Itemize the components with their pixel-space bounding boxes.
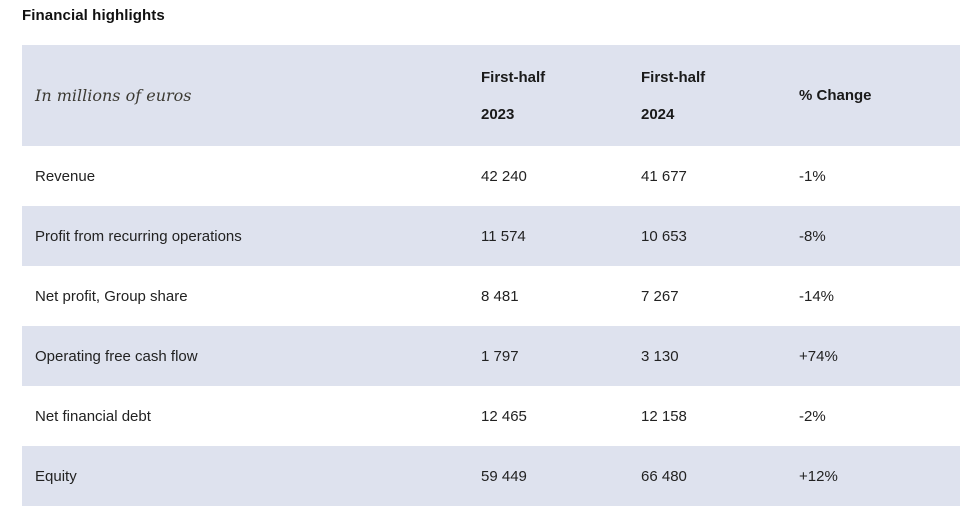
cell-fh2024: 7 267: [641, 287, 679, 305]
table-row-equity: Equity 59 449 66 480 +12%: [22, 446, 960, 506]
header-first-half-2023-line2: 2023: [481, 105, 515, 123]
cell-change: -8%: [799, 227, 826, 245]
cell-fh2024: 10 653: [641, 227, 687, 245]
cell-change: -2%: [799, 407, 826, 425]
cell-change: -1%: [799, 167, 826, 185]
page-title: Financial highlights: [22, 7, 165, 24]
header-cell-first-half-2024: First-half 2024: [628, 45, 786, 146]
financial-highlights-table: In millions of euros First-half 2023 Fir…: [22, 45, 960, 506]
row-label: Revenue: [35, 167, 96, 185]
row-label: Net financial debt: [35, 407, 151, 425]
header-first-half-2024-line1: First-half: [641, 68, 706, 86]
header-first-half-2023-line1: First-half: [481, 68, 546, 86]
header-first-half-2024-line2: 2024: [641, 105, 675, 123]
cell-fh2023: 8 481: [481, 287, 519, 305]
row-label: Operating free cash flow: [35, 347, 198, 365]
cell-fh2023: 11 574: [481, 227, 526, 245]
cell-change: +12%: [799, 467, 838, 485]
cell-fh2023: 1 797: [481, 347, 519, 365]
header-cell-percent-change: % Change: [799, 87, 872, 104]
table-row-operating-free-cash-flow: Operating free cash flow 1 797 3 130 +74…: [22, 326, 960, 386]
row-label: Net profit, Group share: [35, 287, 188, 305]
row-label: Profit from recurring operations: [35, 227, 242, 245]
cell-fh2024: 41 677: [641, 167, 687, 185]
cell-fh2024: 3 130: [641, 347, 679, 365]
table-header-row: In millions of euros First-half 2023 Fir…: [22, 45, 960, 146]
table-row-profit-recurring-operations: Profit from recurring operations 11 574 …: [22, 206, 960, 266]
cell-change: -14%: [799, 287, 835, 305]
cell-fh2024: 12 158: [641, 407, 687, 425]
row-label: Equity: [35, 467, 77, 485]
cell-fh2024: 66 480: [641, 467, 687, 485]
header-cell-first-half-2023: First-half 2023: [468, 45, 628, 146]
header-cell-units: In millions of euros: [35, 86, 192, 105]
cell-fh2023: 59 449: [481, 467, 527, 485]
cell-change: +74%: [799, 347, 838, 365]
table-row-net-profit-group-share: Net profit, Group share 8 481 7 267 -14%: [22, 266, 960, 326]
cell-fh2023: 42 240: [481, 167, 527, 185]
table-row-net-financial-debt: Net financial debt 12 465 12 158 -2%: [22, 386, 960, 446]
cell-fh2023: 12 465: [481, 407, 527, 425]
table-row-revenue: Revenue 42 240 41 677 -1%: [22, 146, 960, 206]
